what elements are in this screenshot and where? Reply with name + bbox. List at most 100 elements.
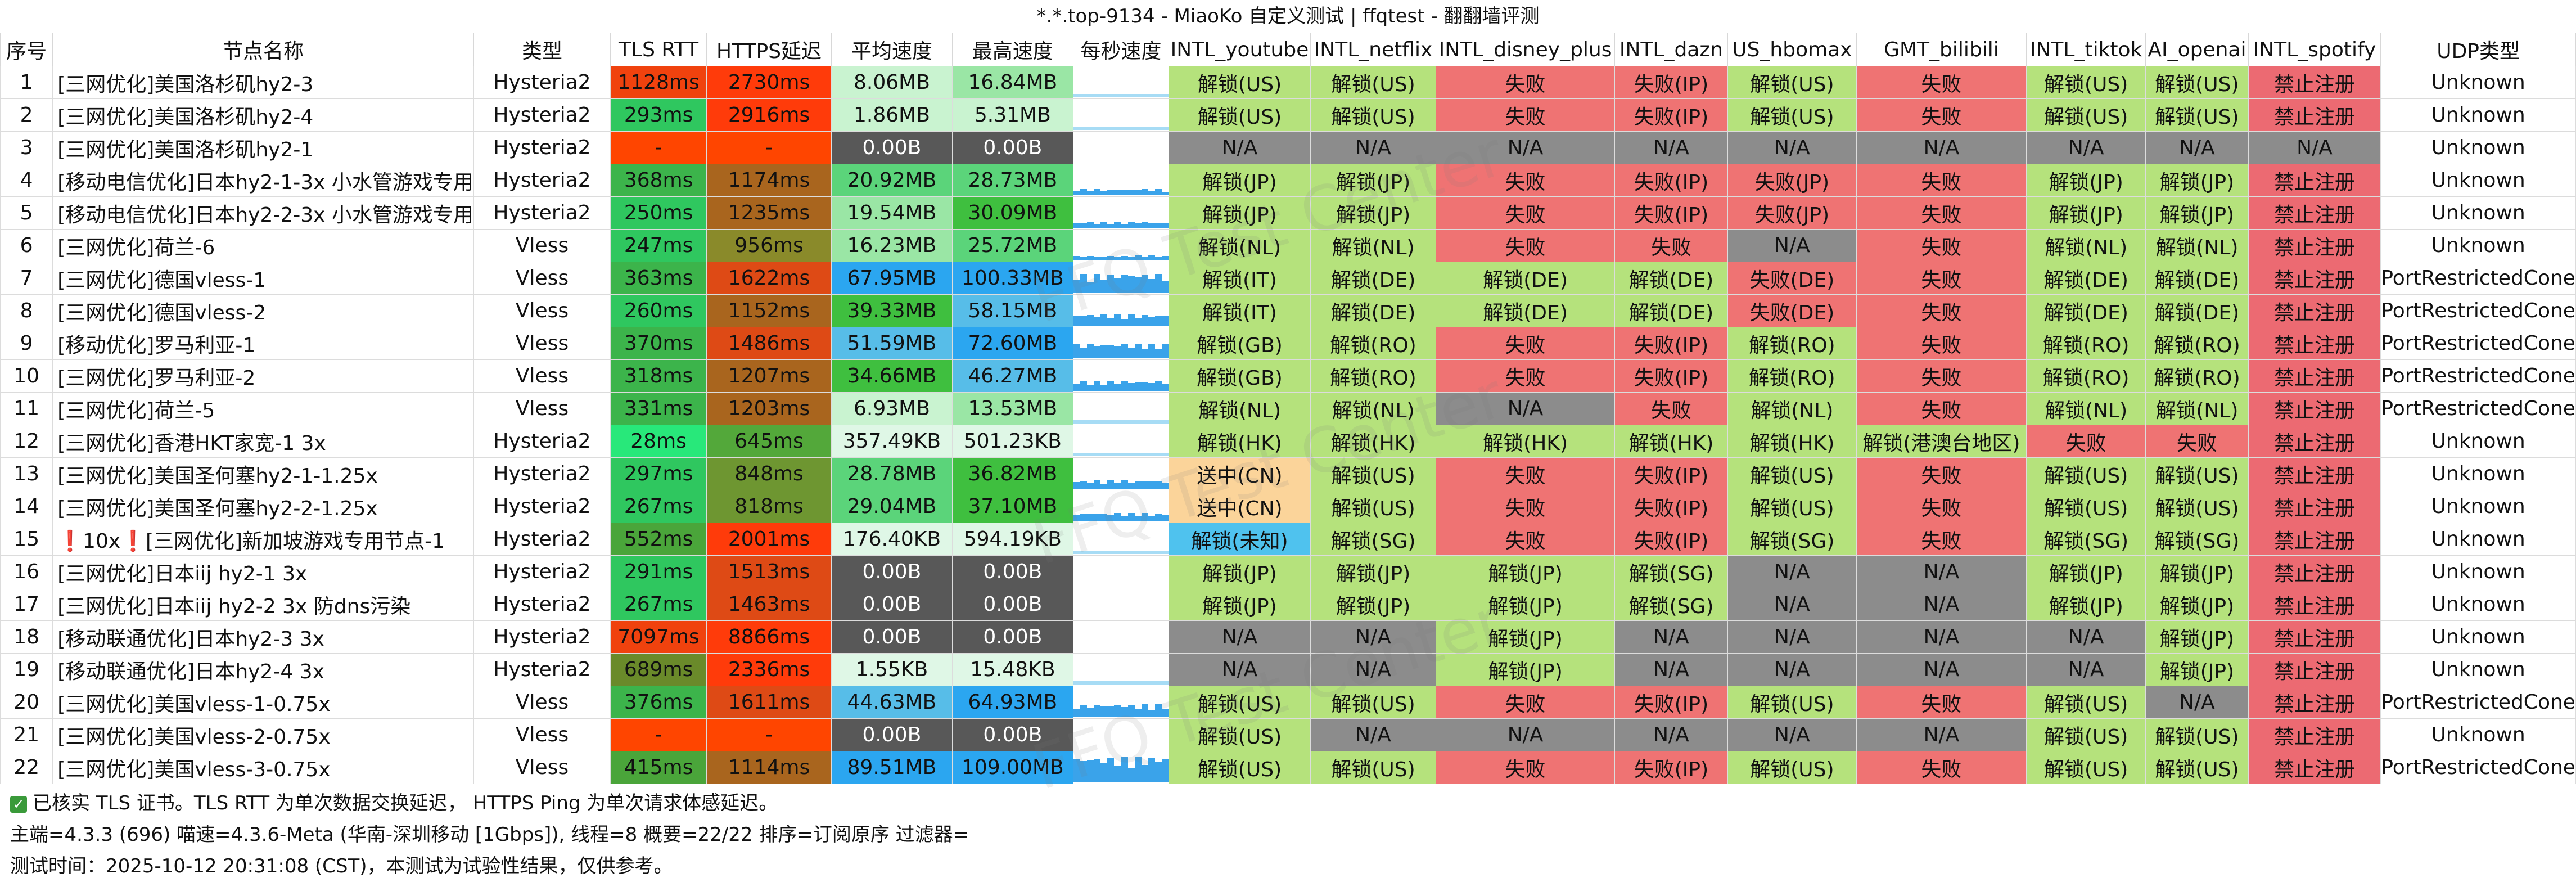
udp-type: PortRestrictedCone [2380,751,2576,784]
unlock-bilibili: 失败 [1856,229,2027,262]
speed-sparkline [1072,229,1170,262]
sparkline-bar [1148,550,1156,554]
https-latency: 1486ms [706,327,832,360]
column-header: INTL_netflix [1310,33,1437,66]
sparkline-bar [1087,255,1094,260]
unlock-youtube: 送中(CN) [1169,490,1311,523]
unlock-netflix: 解锁(JP) [1310,164,1437,197]
https-latency: 645ms [706,425,832,458]
unlock-hbomax: N/A [1727,555,1857,588]
speed-sparkline [1072,620,1170,654]
unlock-spotify: 禁止注册 [2248,164,2381,197]
udp-type: Unknown [2380,490,2576,523]
max-speed: 0.00B [951,555,1073,588]
node-type: Hysteria2 [473,555,611,588]
sparkline-bar [1094,93,1101,97]
table-row[interactable]: 9 [移动优化]罗马利亚-1 Vless 370ms 1486ms 51.59MB 72.6… [0,327,2576,360]
max-speed: 28.73MB [951,164,1073,197]
https-latency: 2730ms [706,66,832,99]
sparkline-bar [1127,256,1135,260]
table-row[interactable]: 11 [三网优化]荷兰-5 Vless 331ms 1203ms 6.93MB 13.53M… [0,392,2576,425]
sparkline-bar [1114,550,1121,554]
udp-type: Unknown [2380,588,2576,621]
table-row[interactable]: 13 [三网优化]美国圣何塞hy2-1-1.25x Hysteria2 297ms 84… [0,457,2576,490]
table-row[interactable]: 19 [移动联通优化]日本hy2-4 3x Hysteria2 689ms 2336ms… [0,653,2576,686]
sparkline-bar [1162,515,1169,521]
row-index: 15 [0,523,53,556]
column-header: 序号 [0,33,53,66]
table-row[interactable]: 4 [移动电信优化]日本hy2-1-3x 小水管游戏专用 Hysteria2 368m… [0,164,2576,197]
unlock-tiktok: N/A [2026,620,2146,654]
table-row[interactable]: 14 [三网优化]美国圣何塞hy2-2-1.25x Hysteria2 267ms 81… [0,490,2576,523]
row-index: 13 [0,457,53,490]
table-row[interactable]: 12 [三网优化]香港HKT家宽-1 3x Hysteria2 28ms 645ms 35… [0,425,2576,458]
sparkline-bar [1127,276,1135,293]
unlock-dazn: 失败(IP) [1614,98,1729,132]
unlock-tiktok: N/A [2026,131,2146,164]
table-row[interactable]: 3 [三网优化]美国洛杉矶hy2-1 Hysteria2- -0.00B 0.00B N/… [0,131,2576,164]
table-row[interactable]: 8 [三网优化]德国vless-2 Vless 260ms 1152ms 39.33MB 5… [0,294,2576,327]
unlock-bilibili: 解锁(港澳台地区) [1856,425,2027,458]
table-row[interactable]: 15 ❗10x❗[三网优化]新加坡游戏专用节点-1 Hysteria2 552ms 20… [0,523,2576,556]
sparkline-bar [1155,126,1162,130]
unlock-hbomax: N/A [1727,588,1857,621]
tls-rtt: 28ms [610,425,707,458]
table-row[interactable]: 10 [三网优化]罗马利亚-2 Vless 318ms 1207ms 34.66MB 46.… [0,359,2576,393]
sparkline-bar [1073,316,1080,326]
udp-type: PortRestrictedCone [2380,327,2576,360]
footer-line-1: ✓ 已核实 TLS 证书。TLS RTT 为单次数据交换延迟， HTTPS Pin… [10,788,778,815]
results-table: 序号 节点名称 类型 TLS RTT HTTPS延迟 平均速度 最高速度 每秒速度 INTL_y… [0,33,2576,784]
table-row[interactable]: 21 [三网优化]美国vless-2-0.75x Vless - -0.00B 0.00B… [0,718,2576,752]
max-speed: 0.00B [951,131,1073,164]
table-row[interactable]: 6 [三网优化]荷兰-6 Vless 247ms 956ms 16.23MB 25.72MB… [0,229,2576,262]
unlock-youtube: 解锁(JP) [1169,555,1311,588]
column-header: INTL_spotify [2248,33,2381,66]
https-latency: - [706,718,832,752]
sparkline-bar [1127,420,1135,424]
sparkline-bar [1080,420,1088,424]
sparkline-bar [1127,190,1135,195]
node-name: [三网优化]日本iij hy2-1 3x [52,555,474,588]
sparkline-bar [1073,482,1080,489]
sparkline-bar [1094,273,1101,293]
table-row[interactable]: 5 [移动电信优化]日本hy2-2-3x 小水管游戏专用 Hysteria2 250m… [0,196,2576,230]
unlock-netflix: N/A [1310,131,1437,164]
unlock-dazn: 失败(IP) [1614,196,1729,230]
sparkline-bar [1162,255,1169,260]
avg-speed: 28.78MB [831,457,953,490]
table-row[interactable]: 20 [三网优化]美国vless-1-0.75x Vless 376ms 1611ms 4… [0,686,2576,719]
table-row[interactable]: 7 [三网优化]德国vless-1 Vless 363ms 1622ms 67.95MB 1… [0,262,2576,295]
sparkline-bar [1134,126,1142,130]
table-row[interactable]: 16 [三网优化]日本iij hy2-1 3x Hysteria2 291ms 1513… [0,555,2576,588]
unlock-spotify: 禁止注册 [2248,751,2381,784]
unlock-dazn: 解锁(DE) [1614,294,1729,327]
sparkline-bar [1121,381,1128,391]
udp-type: Unknown [2380,131,2576,164]
unlock-bilibili: N/A [1856,620,2027,654]
unlock-bilibili: 失败 [1856,490,2027,523]
sparkline-bar [1094,420,1101,424]
table-row[interactable]: 18 [移动联通优化]日本hy2-3 3x Hysteria2 7097ms 8866m… [0,620,2576,654]
udp-type: Unknown [2380,457,2576,490]
unlock-tiktok: 解锁(JP) [2026,164,2146,197]
sparkline-bar [1127,452,1135,456]
tls-rtt: 291ms [610,555,707,588]
unlock-bilibili: 失败 [1856,686,2027,719]
column-header: GMT_bilibili [1856,33,2027,66]
table-row[interactable]: 22 [三网优化]美国vless-3-0.75x Vless 415ms 1114ms 8… [0,751,2576,784]
sparkline-bar [1087,420,1094,424]
unlock-dazn: 失败 [1614,229,1729,262]
unlock-openai: 解锁(RO) [2145,359,2249,393]
table-row[interactable]: 17 [三网优化]日本iij hy2-2 3x 防dns污染 Hysteria2 26… [0,588,2576,621]
sparkline-bar [1127,681,1135,685]
unlock-hbomax: 解锁(RO) [1727,327,1857,360]
avg-speed: 44.63MB [831,686,953,719]
table-row[interactable]: 1 [三网优化]美国洛杉矶hy2-3 Hysteria2 1128ms 2730ms 8.… [0,66,2576,99]
sparkline-bar [1148,126,1156,130]
sparkline-bar [1162,93,1169,97]
sparkline-bar [1094,256,1101,260]
sparkline-bar [1107,550,1115,554]
node-name: [移动电信优化]日本hy2-2-3x 小水管游戏专用 [52,196,474,230]
udp-type: Unknown [2380,425,2576,458]
table-row[interactable]: 2 [三网优化]美国洛杉矶hy2-4 Hysteria2 293ms 2916ms 1.8… [0,98,2576,132]
